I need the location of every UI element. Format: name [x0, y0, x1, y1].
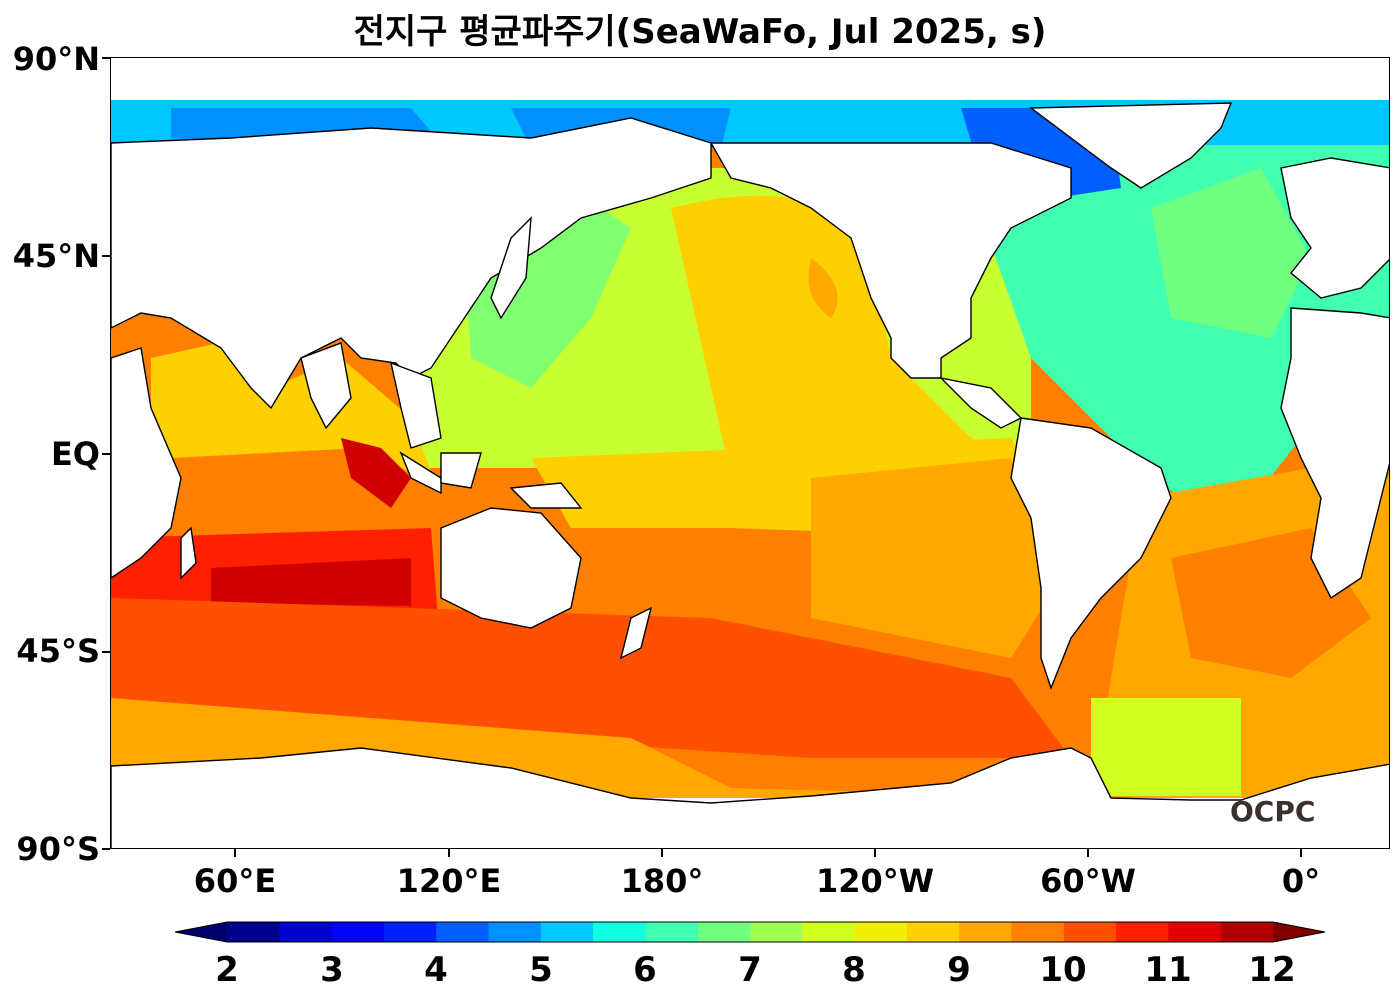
- lon-label-0: 0°: [1281, 862, 1321, 900]
- colorbar-segment: [750, 922, 803, 942]
- lat-tick: [102, 57, 110, 59]
- land-indochina: [390, 361, 442, 449]
- land-new-zealand: [619, 606, 653, 660]
- ocean-sumatra-max: [341, 438, 411, 508]
- land-africa: [111, 347, 182, 579]
- land-greenland: [1028, 102, 1233, 189]
- colorbar-segment: [1011, 922, 1065, 942]
- colorbar-tick-label: 4: [424, 950, 448, 990]
- colorbar-extend-max: [1273, 922, 1325, 942]
- colorbar-segment: [959, 922, 1012, 942]
- colorbar-segment: [383, 922, 437, 942]
- lon-tick: [1087, 849, 1089, 857]
- colorbar-segment: [436, 922, 489, 942]
- land-new-guinea: [509, 482, 583, 509]
- ocean-mid-atlantic: [1151, 168, 1311, 338]
- colorbar-segment: [1220, 922, 1274, 942]
- colorbar-tick-label: 12: [1248, 950, 1296, 990]
- colorbar-segment: [1116, 922, 1169, 942]
- land-eurasia: [111, 117, 712, 410]
- colorbar-tick-label: 8: [842, 950, 866, 990]
- lat-label-90s: 90°S: [16, 830, 100, 868]
- colorbar-tick-label: 9: [947, 950, 971, 990]
- map-panel: [110, 57, 1390, 849]
- ocean-weddell: [1091, 698, 1241, 796]
- lon-tick: [234, 849, 236, 857]
- colorbar-segment: [227, 922, 280, 942]
- land-sumatra: [399, 451, 442, 495]
- ocean-indian-max: [211, 558, 411, 606]
- land-europe-west: [1280, 157, 1389, 299]
- land-south-america: [1010, 417, 1172, 691]
- colorbar-segment: [645, 922, 699, 942]
- colorbar-segment: [854, 922, 908, 942]
- colorbar-segment: [488, 922, 542, 942]
- lon-label-180: 180°: [620, 862, 704, 900]
- lon-tick: [448, 849, 450, 857]
- ocpc-logo: OCPC: [1230, 795, 1316, 828]
- colorbar-segment: [906, 922, 960, 942]
- colorbar-segment: [697, 922, 751, 942]
- colorbar: [174, 921, 1326, 943]
- lon-label-120e: 120°E: [396, 862, 502, 900]
- colorbar-segment: [593, 922, 646, 942]
- colorbar-segment: [1168, 922, 1222, 942]
- colorbar-tick-label: 6: [633, 950, 657, 990]
- lat-label-45n: 45°N: [12, 237, 100, 275]
- colorbar-tick-label: 11: [1144, 950, 1192, 990]
- colorbar-tick-label: 2: [215, 950, 239, 990]
- colorbar-tick-label: 3: [320, 950, 344, 990]
- lat-label-90n: 90°N: [12, 40, 100, 78]
- lon-tick: [661, 849, 663, 857]
- map-title: 전지구 평균파주기(SeaWaFo, Jul 2025, s): [353, 12, 1047, 52]
- lat-tick: [102, 848, 110, 850]
- land-india: [300, 342, 352, 430]
- colorbar-segment: [279, 922, 333, 942]
- colorbar-segment: [540, 922, 594, 942]
- wave-period-map: [111, 100, 1389, 848]
- lon-tick: [1300, 849, 1302, 857]
- land-africa-main: [1280, 307, 1389, 600]
- ocean-east-north-pacific: [671, 195, 1011, 488]
- colorbar-segment: [802, 922, 856, 942]
- lon-label-120w: 120°W: [815, 862, 935, 900]
- colorbar-tick-label: 10: [1039, 950, 1087, 990]
- lon-label-60e: 60°E: [193, 862, 277, 900]
- lat-tick: [102, 453, 110, 455]
- ocean-se-pacific: [811, 458, 1061, 658]
- lat-tick: [102, 651, 110, 653]
- colorbar-tick-label: 5: [529, 950, 553, 990]
- land-borneo: [440, 452, 482, 489]
- land-central-america: [938, 376, 1023, 429]
- land-australia: [440, 507, 582, 629]
- colorbar-outline: [174, 921, 1326, 943]
- lat-label-45s: 45°S: [16, 632, 100, 670]
- colorbar-segment: [331, 922, 385, 942]
- land-antarctica: [111, 747, 1389, 848]
- land-madagascar: [180, 526, 197, 580]
- land-japan: [490, 216, 532, 320]
- colorbar-tick-label: 7: [738, 950, 762, 990]
- lat-tick: [102, 255, 110, 257]
- ocean-subtropic-np: [808, 258, 838, 318]
- lon-tick: [874, 849, 876, 857]
- colorbar-extend-min: [175, 922, 227, 942]
- lat-label-eq: EQ: [50, 435, 100, 473]
- lon-label-60w: 60°W: [1040, 862, 1136, 900]
- colorbar-segment: [1063, 922, 1117, 942]
